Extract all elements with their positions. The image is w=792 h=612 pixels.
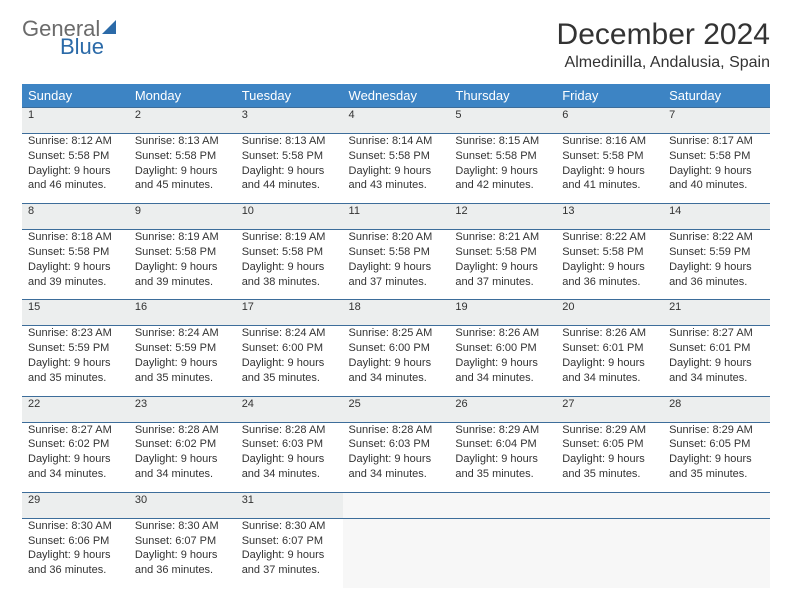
day-content-cell: Sunrise: 8:16 AMSunset: 5:58 PMDaylight:… xyxy=(556,133,663,203)
day-content-cell: Sunrise: 8:28 AMSunset: 6:02 PMDaylight:… xyxy=(129,422,236,492)
day-number-row: 15161718192021 xyxy=(22,300,770,326)
day-number-cell: 14 xyxy=(663,204,770,230)
day-content-cell: Sunrise: 8:22 AMSunset: 5:58 PMDaylight:… xyxy=(556,230,663,300)
day-content-cell: Sunrise: 8:24 AMSunset: 6:00 PMDaylight:… xyxy=(236,326,343,396)
day-number-cell: 20 xyxy=(556,300,663,326)
day-content-cell xyxy=(556,518,663,588)
day-content-cell: Sunrise: 8:18 AMSunset: 5:58 PMDaylight:… xyxy=(22,230,129,300)
day-number-cell: 5 xyxy=(449,108,556,134)
day-content-cell: Sunrise: 8:20 AMSunset: 5:58 PMDaylight:… xyxy=(343,230,450,300)
day-content-cell: Sunrise: 8:13 AMSunset: 5:58 PMDaylight:… xyxy=(236,133,343,203)
day-number-cell: 21 xyxy=(663,300,770,326)
day-number-row: 891011121314 xyxy=(22,204,770,230)
day-number-cell: 23 xyxy=(129,396,236,422)
day-content-cell: Sunrise: 8:30 AMSunset: 6:06 PMDaylight:… xyxy=(22,518,129,588)
day-number-cell: 16 xyxy=(129,300,236,326)
day-number-cell: 28 xyxy=(663,396,770,422)
day-number-cell: 29 xyxy=(22,492,129,518)
day-number-cell: 6 xyxy=(556,108,663,134)
day-content-cell xyxy=(449,518,556,588)
day-number-cell: 27 xyxy=(556,396,663,422)
weekday-header: Sunday xyxy=(22,84,129,108)
day-number-cell xyxy=(449,492,556,518)
day-number-cell: 10 xyxy=(236,204,343,230)
day-content-cell xyxy=(343,518,450,588)
weekday-header: Monday xyxy=(129,84,236,108)
day-content-cell: Sunrise: 8:21 AMSunset: 5:58 PMDaylight:… xyxy=(449,230,556,300)
triangle-icon xyxy=(102,20,116,34)
day-number-row: 22232425262728 xyxy=(22,396,770,422)
day-content-cell: Sunrise: 8:27 AMSunset: 6:02 PMDaylight:… xyxy=(22,422,129,492)
day-content-cell: Sunrise: 8:28 AMSunset: 6:03 PMDaylight:… xyxy=(343,422,450,492)
day-content-row: Sunrise: 8:23 AMSunset: 5:59 PMDaylight:… xyxy=(22,326,770,396)
day-content-cell: Sunrise: 8:28 AMSunset: 6:03 PMDaylight:… xyxy=(236,422,343,492)
day-content-cell: Sunrise: 8:23 AMSunset: 5:59 PMDaylight:… xyxy=(22,326,129,396)
day-number-cell: 30 xyxy=(129,492,236,518)
day-number-cell xyxy=(663,492,770,518)
day-content-cell: Sunrise: 8:26 AMSunset: 6:01 PMDaylight:… xyxy=(556,326,663,396)
month-title: December 2024 xyxy=(557,18,770,52)
day-content-cell: Sunrise: 8:29 AMSunset: 6:05 PMDaylight:… xyxy=(663,422,770,492)
day-number-cell xyxy=(556,492,663,518)
weekday-header: Friday xyxy=(556,84,663,108)
day-number-cell: 17 xyxy=(236,300,343,326)
day-number-cell: 3 xyxy=(236,108,343,134)
weekday-header: Saturday xyxy=(663,84,770,108)
brand-logo: General Blue xyxy=(22,18,116,58)
day-content-cell xyxy=(663,518,770,588)
day-content-cell: Sunrise: 8:14 AMSunset: 5:58 PMDaylight:… xyxy=(343,133,450,203)
day-number-cell: 24 xyxy=(236,396,343,422)
day-number-cell: 4 xyxy=(343,108,450,134)
day-number-cell: 15 xyxy=(22,300,129,326)
day-number-cell: 31 xyxy=(236,492,343,518)
day-number-cell: 7 xyxy=(663,108,770,134)
day-content-cell: Sunrise: 8:19 AMSunset: 5:58 PMDaylight:… xyxy=(236,230,343,300)
calendar-table: SundayMondayTuesdayWednesdayThursdayFrid… xyxy=(22,84,770,588)
day-content-cell: Sunrise: 8:12 AMSunset: 5:58 PMDaylight:… xyxy=(22,133,129,203)
day-content-cell: Sunrise: 8:15 AMSunset: 5:58 PMDaylight:… xyxy=(449,133,556,203)
weekday-header: Wednesday xyxy=(343,84,450,108)
day-number-row: 293031 xyxy=(22,492,770,518)
day-number-cell: 19 xyxy=(449,300,556,326)
title-block: December 2024 Almedinilla, Andalusia, Sp… xyxy=(557,18,770,72)
location-subtitle: Almedinilla, Andalusia, Spain xyxy=(557,54,770,72)
page-header: General Blue December 2024 Almedinilla, … xyxy=(22,18,770,72)
weekday-header-row: SundayMondayTuesdayWednesdayThursdayFrid… xyxy=(22,84,770,108)
day-content-cell: Sunrise: 8:29 AMSunset: 6:04 PMDaylight:… xyxy=(449,422,556,492)
day-content-cell: Sunrise: 8:29 AMSunset: 6:05 PMDaylight:… xyxy=(556,422,663,492)
day-number-cell: 9 xyxy=(129,204,236,230)
day-content-cell: Sunrise: 8:26 AMSunset: 6:00 PMDaylight:… xyxy=(449,326,556,396)
day-content-row: Sunrise: 8:27 AMSunset: 6:02 PMDaylight:… xyxy=(22,422,770,492)
day-content-cell: Sunrise: 8:19 AMSunset: 5:58 PMDaylight:… xyxy=(129,230,236,300)
day-content-cell: Sunrise: 8:30 AMSunset: 6:07 PMDaylight:… xyxy=(129,518,236,588)
day-content-row: Sunrise: 8:30 AMSunset: 6:06 PMDaylight:… xyxy=(22,518,770,588)
day-content-cell: Sunrise: 8:27 AMSunset: 6:01 PMDaylight:… xyxy=(663,326,770,396)
day-number-cell xyxy=(343,492,450,518)
day-content-row: Sunrise: 8:12 AMSunset: 5:58 PMDaylight:… xyxy=(22,133,770,203)
brand-part2: Blue xyxy=(60,36,116,58)
weekday-header: Tuesday xyxy=(236,84,343,108)
day-number-row: 1234567 xyxy=(22,108,770,134)
day-number-cell: 2 xyxy=(129,108,236,134)
weekday-header: Thursday xyxy=(449,84,556,108)
day-content-row: Sunrise: 8:18 AMSunset: 5:58 PMDaylight:… xyxy=(22,230,770,300)
day-number-cell: 8 xyxy=(22,204,129,230)
day-content-cell: Sunrise: 8:24 AMSunset: 5:59 PMDaylight:… xyxy=(129,326,236,396)
day-content-cell: Sunrise: 8:22 AMSunset: 5:59 PMDaylight:… xyxy=(663,230,770,300)
day-number-cell: 13 xyxy=(556,204,663,230)
day-number-cell: 25 xyxy=(343,396,450,422)
day-content-cell: Sunrise: 8:17 AMSunset: 5:58 PMDaylight:… xyxy=(663,133,770,203)
day-content-cell: Sunrise: 8:25 AMSunset: 6:00 PMDaylight:… xyxy=(343,326,450,396)
day-number-cell: 26 xyxy=(449,396,556,422)
day-number-cell: 22 xyxy=(22,396,129,422)
day-number-cell: 11 xyxy=(343,204,450,230)
day-content-cell: Sunrise: 8:30 AMSunset: 6:07 PMDaylight:… xyxy=(236,518,343,588)
day-number-cell: 1 xyxy=(22,108,129,134)
day-number-cell: 12 xyxy=(449,204,556,230)
day-content-cell: Sunrise: 8:13 AMSunset: 5:58 PMDaylight:… xyxy=(129,133,236,203)
day-number-cell: 18 xyxy=(343,300,450,326)
